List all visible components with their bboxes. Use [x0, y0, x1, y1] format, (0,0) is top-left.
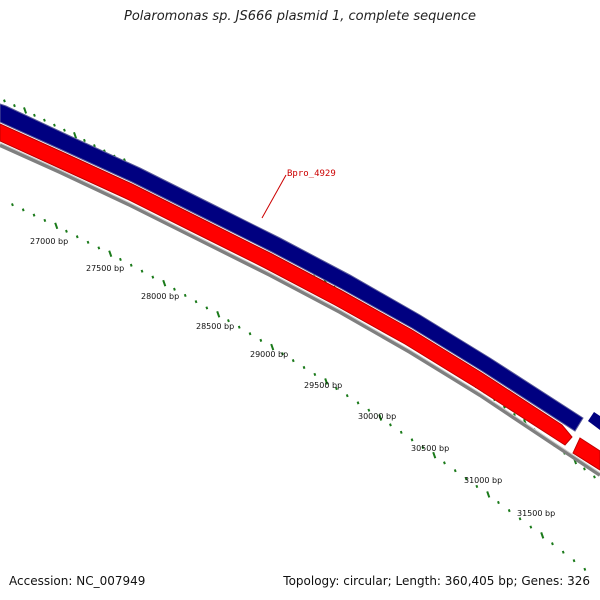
inner-minor-tick — [173, 287, 176, 291]
outer-minor-tick — [53, 123, 56, 127]
inner-major-tick — [486, 491, 491, 498]
inner-minor-tick — [453, 469, 457, 473]
inner-minor-tick — [151, 275, 155, 279]
outer-minor-tick — [13, 104, 16, 108]
bp-label: 30500 bp — [411, 444, 449, 453]
topology-summary: Topology: circular; Length: 360,405 bp; … — [283, 574, 590, 588]
inner-major-tick — [162, 279, 167, 287]
inner-major-tick — [540, 532, 545, 539]
inner-major-tick — [378, 414, 383, 421]
inner-minor-tick — [518, 517, 522, 521]
outer-minor-tick — [93, 144, 96, 148]
inner-minor-tick — [464, 476, 468, 481]
inner-minor-tick — [194, 300, 198, 304]
inner-major-tick — [54, 222, 59, 230]
inner-minor-tick — [281, 352, 284, 356]
inner-minor-tick — [129, 263, 133, 267]
inner-minor-tick — [399, 430, 403, 434]
inner-minor-tick — [259, 338, 263, 342]
inner-minor-tick — [529, 525, 533, 529]
outer-minor-tick — [83, 138, 86, 143]
inner-minor-tick — [313, 372, 317, 377]
outer-minor-tick — [33, 113, 36, 117]
inner-minor-tick — [32, 213, 36, 217]
inner-minor-tick — [583, 567, 587, 571]
outer-major-tick — [73, 131, 78, 139]
map-title: Polaromonas sp. JS666 plasmid 1, complet… — [123, 9, 476, 24]
inner-major-tick — [108, 250, 113, 257]
inner-minor-tick — [140, 269, 144, 273]
bp-label: 27000 bp — [30, 237, 68, 246]
inner-major-tick — [324, 378, 329, 385]
bp-label: 29500 bp — [304, 381, 342, 390]
bp-label: 31500 bp — [517, 509, 555, 518]
outer-minor-tick — [63, 128, 66, 132]
bp-label: 31000 bp — [464, 476, 502, 485]
bp-label: 29000 bp — [250, 350, 288, 359]
inner-tick-marks — [11, 203, 587, 571]
inner-minor-tick — [345, 394, 349, 398]
inner-minor-tick — [443, 461, 446, 465]
forward-strand-track-end — [588, 412, 600, 430]
inner-minor-tick — [119, 257, 122, 262]
inner-minor-tick — [367, 408, 371, 412]
inner-minor-tick — [551, 542, 554, 546]
inner-minor-tick — [43, 218, 47, 223]
bp-label: 28500 bp — [196, 322, 234, 331]
inner-minor-tick — [237, 325, 241, 329]
inner-minor-tick — [410, 438, 414, 442]
inner-minor-tick — [97, 246, 101, 250]
bp-label: 30000 bp — [358, 412, 396, 421]
accession-label: Accession: NC_007949 — [9, 574, 146, 588]
backbone-line-highlight — [0, 142, 600, 474]
inner-minor-tick — [561, 550, 565, 554]
inner-minor-tick — [21, 208, 25, 212]
outer-minor-tick — [583, 467, 586, 471]
outer-minor-tick — [513, 412, 516, 417]
inner-minor-tick — [507, 509, 511, 513]
bp-label: 28000 bp — [141, 292, 179, 301]
inner-minor-tick — [75, 235, 79, 239]
inner-minor-tick — [475, 484, 479, 489]
outer-minor-tick — [593, 475, 596, 479]
gene-label-bpro-4929: Bpro_4929 — [287, 169, 336, 179]
reverse-strand-gene-2 — [572, 437, 600, 471]
inner-major-tick — [216, 310, 221, 318]
inner-minor-tick — [86, 240, 90, 244]
inner-minor-tick — [65, 229, 68, 233]
bp-label-group: 27000 bp 27500 bp 28000 bp 28500 bp 29000 bp… — [30, 237, 555, 518]
inner-minor-tick — [205, 306, 209, 310]
gene-label-leader — [261, 174, 287, 219]
reverse-strand-gene — [0, 123, 573, 446]
inner-minor-tick — [497, 500, 500, 505]
outer-minor-tick — [3, 99, 6, 103]
inner-minor-tick — [572, 559, 576, 563]
inner-minor-tick — [335, 386, 338, 391]
inner-major-tick — [432, 451, 437, 459]
forward-strand-track — [0, 103, 584, 432]
bp-label: 27500 bp — [86, 264, 124, 273]
outer-major-tick — [23, 107, 28, 114]
outer-minor-tick — [43, 118, 46, 122]
inner-minor-tick — [227, 319, 230, 323]
inner-minor-tick — [421, 445, 425, 450]
inner-minor-tick — [183, 293, 187, 297]
inner-minor-tick — [11, 203, 14, 207]
inner-minor-tick — [248, 332, 252, 336]
backbone-line — [0, 143, 600, 477]
inner-minor-tick — [291, 359, 295, 363]
inner-minor-tick — [389, 423, 392, 427]
inner-major-tick — [270, 343, 275, 351]
inner-minor-tick — [302, 365, 306, 370]
inner-minor-tick — [356, 401, 360, 405]
